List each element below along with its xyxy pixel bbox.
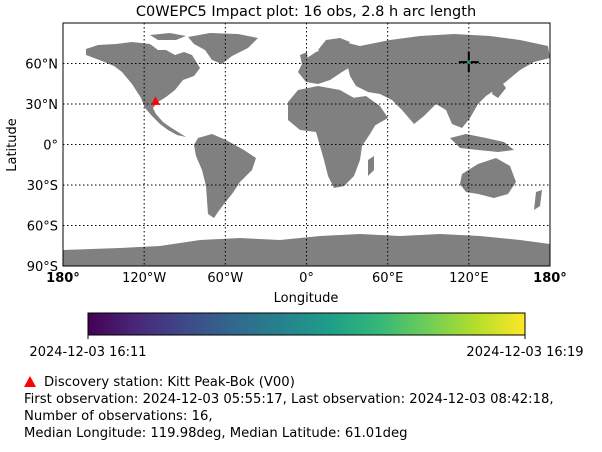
- observation-count-line: Number of observations: 16,: [24, 409, 213, 424]
- colorbar: 2024-12-03 16:11 2024-12-03 16:19: [29, 312, 584, 360]
- y-tick-label: 60°S: [27, 220, 58, 235]
- land-antarctica: [63, 234, 550, 266]
- median-position-line: Median Longitude: 119.98deg, Median Lati…: [24, 426, 408, 441]
- x-tick-label: 120°E: [449, 271, 489, 286]
- observations-line: First observation: 2024-12-03 05:55:17, …: [24, 392, 554, 407]
- y-axis-label: Latitude: [5, 118, 20, 172]
- station-marker: [151, 96, 161, 105]
- y-tick-label: 30°S: [27, 179, 58, 194]
- x-tick-label: 60°E: [372, 271, 403, 286]
- land-indonesia: [450, 134, 514, 152]
- x-tick-label: 60°W: [207, 271, 243, 286]
- land-japan: [492, 80, 506, 98]
- land-scandinavia: [318, 38, 350, 58]
- median-marker: [458, 52, 479, 73]
- grid-lines: [63, 23, 550, 266]
- y-tick-label: 30°N: [25, 98, 58, 113]
- x-tick-label: 180°: [46, 271, 80, 286]
- land-arabia: [352, 96, 388, 126]
- y-tick-label: 0°: [43, 139, 58, 154]
- x-tick-label: 180°: [533, 271, 567, 286]
- median-point: [467, 60, 471, 64]
- land-asia: [346, 34, 550, 128]
- map-area: [63, 23, 550, 266]
- land-australia: [460, 158, 516, 198]
- legend-station-triangle-icon: [24, 376, 36, 387]
- x-tick-label: 0°: [299, 271, 314, 286]
- land-north-america: [86, 42, 200, 137]
- x-axis-ticks: 180° 120°W 60°W 0° 60°E 120°E 180°: [46, 271, 567, 286]
- map-frame: [62, 22, 551, 267]
- y-tick-label: 90°S: [27, 260, 58, 275]
- y-axis-ticks: 60°N 30°N 0° 30°S 60°S 90°S: [25, 58, 58, 276]
- land-africa: [288, 86, 376, 188]
- colorbar-gradient: [87, 312, 526, 336]
- discovery-station-triangle: [151, 96, 161, 105]
- land-madagascar: [368, 156, 374, 176]
- colorbar-max-label: 2024-12-03 16:19: [466, 345, 583, 360]
- land-arctic-islands: [150, 33, 186, 40]
- x-tick-label: 120°W: [122, 271, 166, 286]
- colorbar-min-label: 2024-12-03 16:11: [29, 345, 146, 360]
- chart-title: C0WEPC5 Impact plot: 16 obs, 2.8 h arc l…: [136, 4, 476, 20]
- land-europe: [298, 43, 360, 84]
- y-tick-label: 60°N: [25, 58, 58, 73]
- land-greenland: [188, 33, 258, 64]
- x-axis-label: Longitude: [274, 291, 339, 306]
- land-masses: [63, 33, 550, 266]
- discovery-station-label: Discovery station: Kitt Peak-Bok (V00): [44, 375, 295, 390]
- land-new-zealand: [534, 190, 542, 210]
